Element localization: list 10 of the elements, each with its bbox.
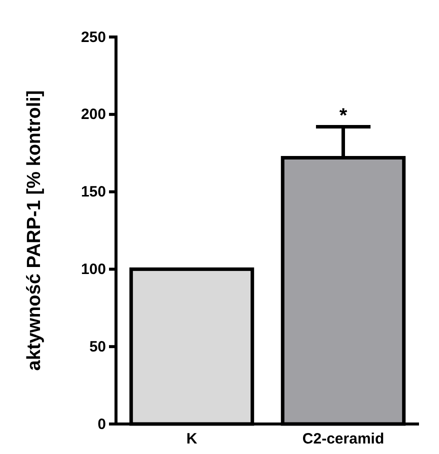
y-tick-label: 150 [80, 184, 106, 201]
x-tick-label: K [186, 430, 198, 448]
y-tick-label: 50 [89, 338, 106, 356]
annotation: * [339, 104, 348, 127]
y-tick-label: 250 [80, 28, 106, 46]
y-tick-label: 100 [80, 261, 106, 278]
y-tick-label: 0 [98, 416, 106, 433]
x-tick-label: C2-ceramid [302, 430, 384, 448]
y-tick-label: 200 [80, 106, 106, 124]
y-axis-title: aktywność PARP-1 [% kontroli] [24, 90, 45, 371]
